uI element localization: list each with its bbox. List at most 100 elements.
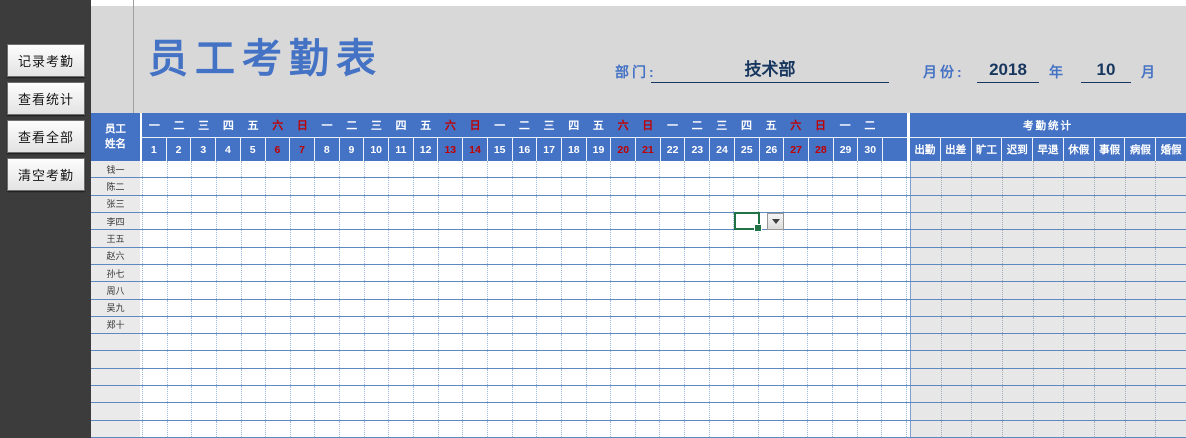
attendance-cell[interactable] xyxy=(562,420,587,437)
attendance-cell[interactable] xyxy=(488,195,513,212)
attendance-cell[interactable] xyxy=(168,351,193,368)
attendance-cell[interactable] xyxy=(266,403,291,420)
stat-value-cell[interactable] xyxy=(1156,196,1186,212)
attendance-cell[interactable] xyxy=(340,178,365,195)
attendance-cell[interactable] xyxy=(808,386,833,403)
stat-value-cell[interactable] xyxy=(1003,282,1034,299)
attendance-cell[interactable] xyxy=(537,386,562,403)
attendance-cell[interactable] xyxy=(340,386,365,403)
attendance-cell[interactable] xyxy=(808,368,833,386)
attendance-cell[interactable] xyxy=(414,195,439,212)
stat-value-cell[interactable] xyxy=(1095,299,1126,316)
attendance-cell[interactable] xyxy=(710,212,735,230)
attendance-cell[interactable] xyxy=(587,420,612,437)
attendance-cell[interactable] xyxy=(636,368,661,386)
attendance-cell[interactable] xyxy=(315,368,341,386)
attendance-cell[interactable] xyxy=(858,386,883,403)
stat-value-cell[interactable] xyxy=(1003,195,1034,212)
attendance-cell[interactable] xyxy=(562,403,587,420)
attendance-cell[interactable] xyxy=(414,282,439,299)
attendance-cell[interactable] xyxy=(611,368,636,386)
stat-value-cell[interactable] xyxy=(1156,161,1186,177)
attendance-cell[interactable] xyxy=(217,386,242,403)
attendance-cell[interactable] xyxy=(142,282,168,299)
attendance-cell[interactable] xyxy=(266,264,291,282)
stat-value-cell[interactable] xyxy=(1126,230,1157,247)
attendance-cell[interactable] xyxy=(784,230,809,247)
attendance-cell[interactable] xyxy=(710,282,735,299)
attendance-cell[interactable] xyxy=(192,247,217,264)
attendance-cell[interactable] xyxy=(759,368,784,386)
attendance-cell[interactable] xyxy=(389,178,415,195)
attendance-cell[interactable] xyxy=(513,264,538,282)
attendance-cell[interactable] xyxy=(833,212,858,230)
attendance-cell[interactable] xyxy=(710,316,735,334)
stat-value-cell[interactable] xyxy=(972,403,1004,420)
attendance-cell[interactable] xyxy=(759,178,784,195)
attendance-cell[interactable] xyxy=(833,351,858,368)
attendance-cell[interactable] xyxy=(488,351,513,368)
attendance-cell[interactable] xyxy=(217,420,242,437)
stat-value-cell[interactable] xyxy=(1003,316,1034,334)
attendance-cell[interactable] xyxy=(882,351,907,368)
attendance-cell[interactable] xyxy=(636,178,661,195)
attendance-cell[interactable] xyxy=(833,334,858,351)
stat-value-cell[interactable] xyxy=(1156,334,1186,350)
attendance-cell[interactable] xyxy=(833,420,858,437)
attendance-cell[interactable] xyxy=(660,282,686,299)
attendance-cell[interactable] xyxy=(537,195,562,212)
attendance-cell[interactable] xyxy=(660,195,686,212)
attendance-cell[interactable] xyxy=(513,195,538,212)
attendance-cell[interactable] xyxy=(685,230,710,247)
attendance-cell[interactable] xyxy=(439,195,464,212)
attendance-cell[interactable] xyxy=(562,178,587,195)
attendance-cell[interactable] xyxy=(242,403,267,420)
attendance-cell[interactable] xyxy=(808,282,833,299)
attendance-cell[interactable] xyxy=(291,403,316,420)
attendance-cell[interactable] xyxy=(685,195,710,212)
stat-value-cell[interactable] xyxy=(972,386,1004,403)
attendance-cell[interactable] xyxy=(291,334,316,351)
attendance-cell[interactable] xyxy=(340,368,365,386)
employee-name-cell[interactable] xyxy=(91,351,140,368)
employee-name-cell[interactable]: 钱一 xyxy=(91,161,140,178)
attendance-cell[interactable] xyxy=(537,282,562,299)
attendance-cell[interactable] xyxy=(242,351,267,368)
attendance-cell[interactable] xyxy=(587,334,612,351)
attendance-cell[interactable] xyxy=(142,351,168,368)
attendance-cell[interactable] xyxy=(636,334,661,351)
attendance-cell[interactable] xyxy=(414,161,439,178)
stat-value-cell[interactable] xyxy=(1034,230,1065,247)
stat-value-cell[interactable] xyxy=(1064,212,1096,230)
attendance-cell[interactable] xyxy=(611,230,636,247)
attendance-cell[interactable] xyxy=(759,334,784,351)
stat-value-cell[interactable] xyxy=(1126,334,1157,351)
attendance-cell[interactable] xyxy=(710,386,735,403)
attendance-cell[interactable] xyxy=(513,403,538,420)
attendance-cell[interactable] xyxy=(882,420,907,437)
attendance-cell[interactable] xyxy=(611,403,636,420)
stat-value-cell[interactable] xyxy=(1095,195,1126,212)
attendance-cell[interactable] xyxy=(242,386,267,403)
attendance-cell[interactable] xyxy=(611,247,636,264)
attendance-cell[interactable] xyxy=(168,420,193,437)
attendance-cell[interactable] xyxy=(340,230,365,247)
attendance-cell[interactable] xyxy=(685,247,710,264)
attendance-cell[interactable] xyxy=(537,212,562,230)
attendance-cell[interactable] xyxy=(710,230,735,247)
stat-value-cell[interactable] xyxy=(1064,334,1096,351)
attendance-cell[interactable] xyxy=(784,247,809,264)
attendance-cell[interactable] xyxy=(808,334,833,351)
attendance-cell[interactable] xyxy=(142,403,168,420)
attendance-cell[interactable] xyxy=(142,247,168,264)
attendance-cell[interactable] xyxy=(513,282,538,299)
stat-value-cell[interactable] xyxy=(1034,178,1065,195)
attendance-cell[interactable] xyxy=(784,403,809,420)
attendance-cell[interactable] xyxy=(217,195,242,212)
attendance-cell[interactable] xyxy=(266,334,291,351)
attendance-cell[interactable] xyxy=(414,247,439,264)
stat-value-cell[interactable] xyxy=(942,161,973,178)
attendance-cell[interactable] xyxy=(710,334,735,351)
stat-value-cell[interactable] xyxy=(1003,230,1034,247)
attendance-cell[interactable] xyxy=(315,230,341,247)
